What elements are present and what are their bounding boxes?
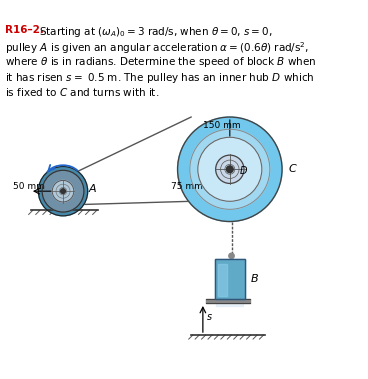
Circle shape bbox=[226, 166, 233, 173]
Text: pulley $A$ is given an angular acceleration $\alpha = (0.6\theta)$ rad/s$^2$,: pulley $A$ is given an angular accelerat… bbox=[5, 40, 309, 56]
Bar bbox=[215, 258, 245, 299]
Bar bbox=[216, 300, 244, 307]
Circle shape bbox=[52, 180, 74, 202]
Circle shape bbox=[178, 117, 282, 221]
Text: is fixed to $C$ and turns with it.: is fixed to $C$ and turns with it. bbox=[5, 86, 159, 98]
Text: $s$: $s$ bbox=[206, 312, 213, 322]
Bar bbox=[218, 264, 227, 296]
Circle shape bbox=[198, 137, 262, 201]
Text: Starting at $(\omega_A)_0 = 3$ rad/s, when $\theta = 0$, $s = 0$,: Starting at $(\omega_A)_0 = 3$ rad/s, wh… bbox=[39, 25, 273, 39]
Circle shape bbox=[229, 253, 234, 258]
Text: it has risen $s =$ 0.5 m. The pulley has an inner hub $D$ which: it has risen $s =$ 0.5 m. The pulley has… bbox=[5, 70, 314, 85]
Text: 75 mm: 75 mm bbox=[171, 182, 203, 191]
Circle shape bbox=[42, 170, 84, 212]
Text: 150 mm: 150 mm bbox=[203, 121, 241, 130]
Bar bbox=[215, 258, 245, 299]
Circle shape bbox=[190, 129, 270, 209]
Circle shape bbox=[216, 155, 244, 183]
Bar bbox=[206, 299, 250, 303]
Text: $C$: $C$ bbox=[288, 161, 297, 174]
Text: $B$: $B$ bbox=[250, 272, 259, 284]
Circle shape bbox=[38, 166, 88, 216]
Text: $D$: $D$ bbox=[238, 164, 248, 176]
Text: where $\theta$ is in radians. Determine the speed of block $B$ when: where $\theta$ is in radians. Determine … bbox=[5, 55, 316, 69]
Circle shape bbox=[61, 189, 66, 194]
Text: $A$: $A$ bbox=[88, 183, 97, 194]
Text: 50 mm: 50 mm bbox=[14, 182, 45, 191]
Text: R16–2.: R16–2. bbox=[5, 25, 44, 35]
